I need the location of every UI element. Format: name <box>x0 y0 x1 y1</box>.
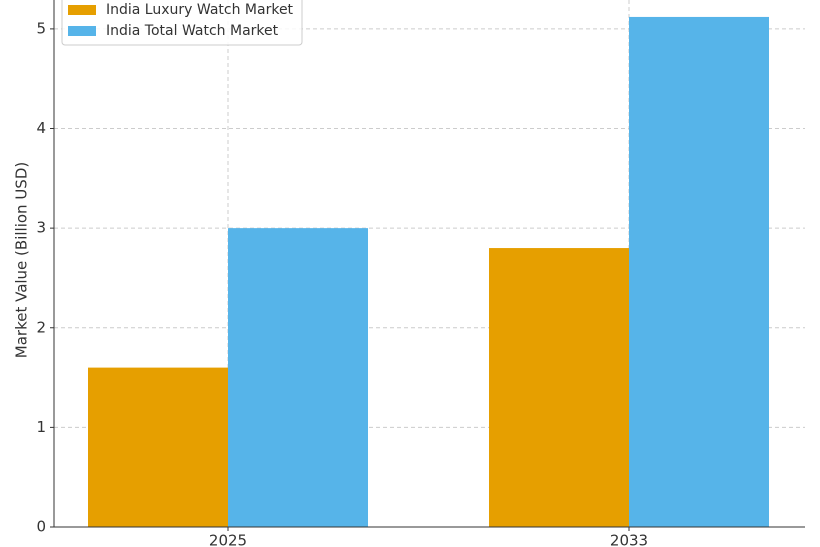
legend-box <box>61 0 303 46</box>
bar <box>228 228 368 527</box>
y-tick-label: 2 <box>36 318 46 336</box>
y-tick-label: 3 <box>36 219 46 237</box>
legend-label: India Luxury Watch Market <box>106 2 294 18</box>
bar <box>629 16 769 527</box>
legend-swatch <box>68 26 96 36</box>
y-tick-label: 0 <box>36 518 46 536</box>
x-tick-label: 2033 <box>610 532 648 547</box>
y-tick-label: 1 <box>36 418 46 436</box>
legend-label: India Total Watch Market <box>106 23 279 39</box>
legend-swatch <box>68 5 96 15</box>
y-tick-label: 4 <box>36 119 46 137</box>
y-axis-label: Market Value (Billion USD) <box>13 162 31 358</box>
bar <box>88 367 228 527</box>
bar <box>489 248 629 527</box>
x-tick-label: 2025 <box>209 532 247 547</box>
y-tick-label: 5 <box>36 19 46 37</box>
